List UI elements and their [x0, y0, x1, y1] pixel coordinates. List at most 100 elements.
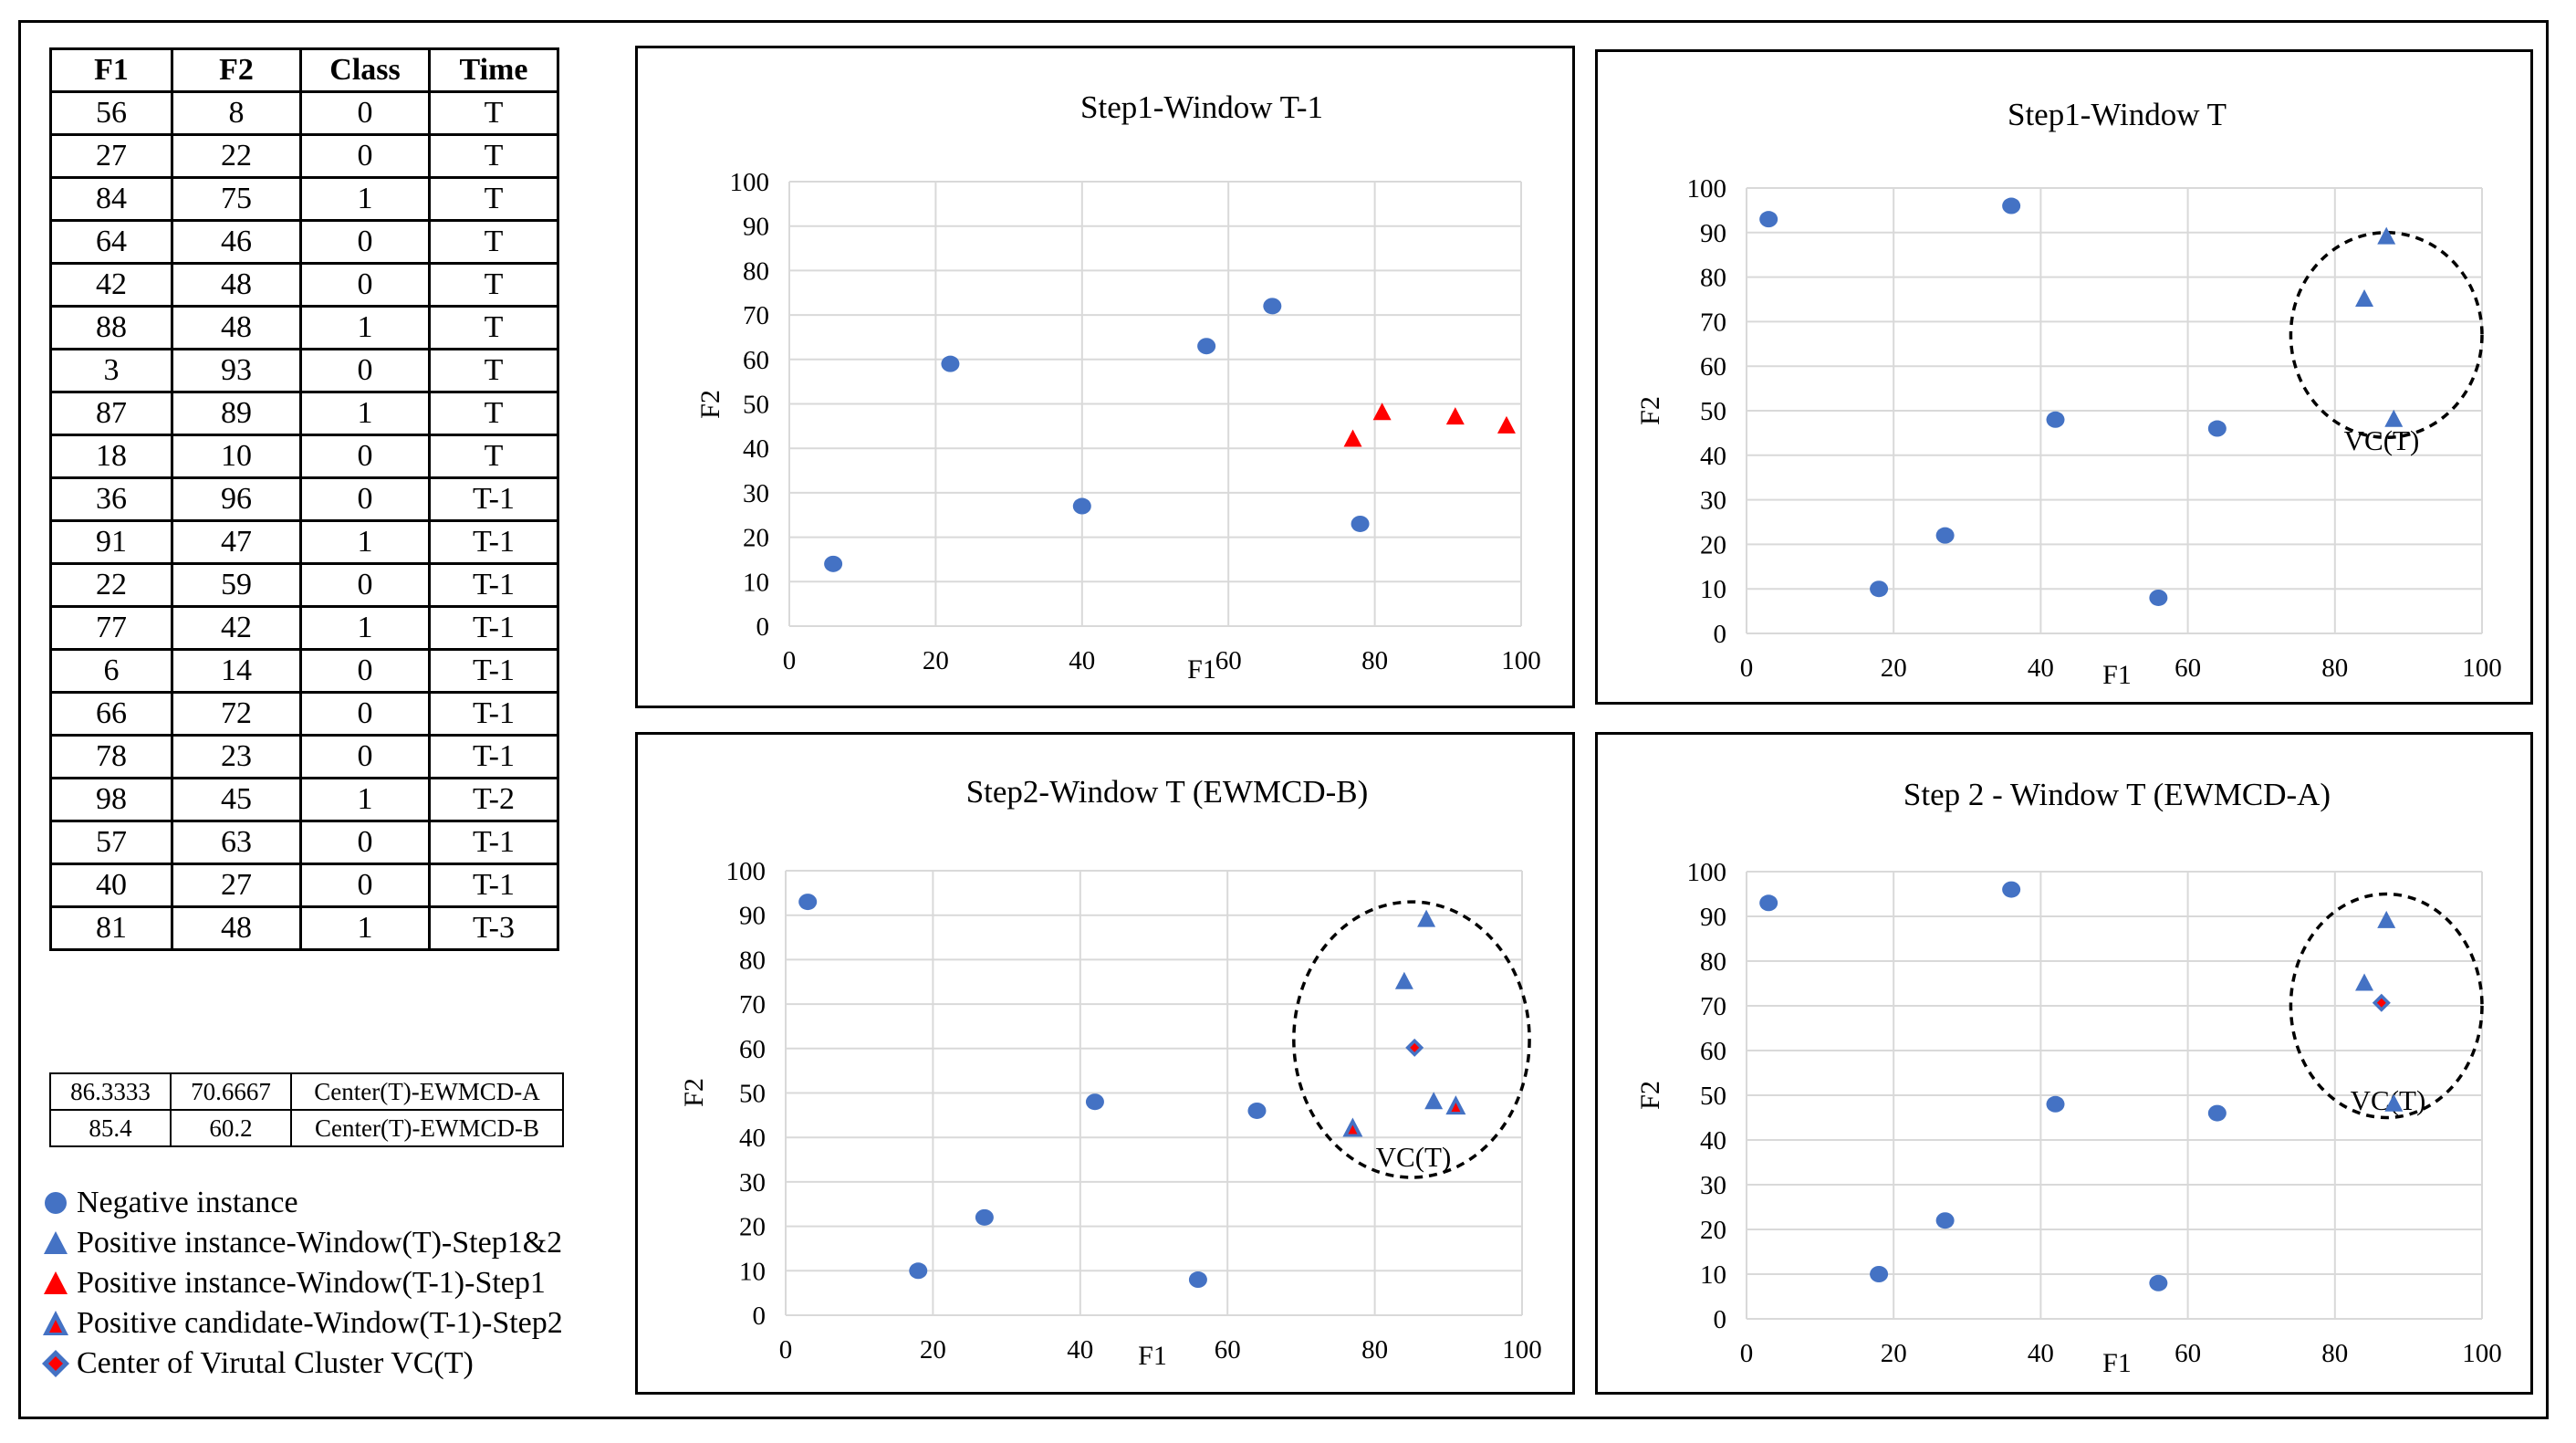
table-cell-class: 0 — [299, 262, 431, 308]
table-cell-time: T — [428, 262, 559, 308]
table-cell-class: 0 — [299, 348, 431, 393]
table-cell-f2: 23 — [171, 734, 302, 779]
table-cell-time: T — [428, 305, 559, 350]
table-cell-time: T-3 — [428, 905, 559, 951]
legend-item-negative: Negative instance — [40, 1183, 563, 1223]
y-tick-label: 80 — [1700, 947, 1726, 977]
legend-item-center: Center of Virutal Cluster VC(T) — [40, 1344, 563, 1384]
y-tick-label: 100 — [726, 857, 767, 886]
outlined-triangle-marker-icon — [43, 1311, 68, 1335]
x-tick-label: 100 — [1502, 1335, 1542, 1365]
positive-instance-point — [2377, 910, 2396, 928]
y-tick-label: 60 — [1700, 352, 1726, 382]
table-cell-class: 0 — [299, 820, 431, 865]
table-cell-f2: 47 — [171, 519, 302, 565]
negative-instance-point — [2149, 589, 2168, 606]
y-tick-label: 100 — [1687, 174, 1727, 204]
table-cell-f2: 27 — [171, 863, 302, 908]
y-tick-label: 50 — [1700, 1082, 1726, 1111]
table-cell-f2: 8 — [171, 90, 302, 136]
y-tick-label: 60 — [739, 1035, 766, 1064]
y-tick-label: 0 — [1714, 1305, 1727, 1334]
negative-instance-point — [1263, 298, 1282, 315]
x-axis-label: F1 — [2102, 1348, 2132, 1378]
table-cell-f2: 46 — [171, 219, 302, 265]
virtual-cluster-ellipse — [1292, 900, 1531, 1179]
table-cell-f1: 27 — [49, 133, 173, 179]
y-axis-label: F2 — [1635, 1081, 1665, 1110]
table-cell-f1: 81 — [49, 905, 173, 951]
table-cell-f1: 77 — [49, 605, 173, 651]
table-cell-class: 0 — [299, 434, 431, 479]
y-tick-label: 40 — [743, 434, 769, 464]
positive-instance-point — [1394, 971, 1413, 989]
cluster-center-point — [1405, 1038, 1424, 1057]
chart-panel-step1-window-t-minus-1: 0 10 20 30 40 50 60 70 80 90 100 0 20 40 60 80 100 Step1-… — [635, 46, 1575, 708]
y-tick-label: 20 — [1700, 1216, 1726, 1245]
table-cell-f1: 64 — [49, 219, 173, 265]
cluster-center-point — [2372, 993, 2391, 1012]
table-row: 84 75 1 T — [49, 176, 559, 222]
legend-label: Negative instance — [77, 1186, 298, 1219]
table-cell-time: T-1 — [428, 605, 559, 651]
negative-instance-point — [1759, 894, 1778, 912]
x-tick-label: 40 — [1067, 1335, 1093, 1365]
table-cell-class: 1 — [299, 305, 431, 350]
table-cell-f2: 14 — [171, 648, 302, 694]
y-tick-label: 70 — [743, 301, 769, 330]
y-tick-label: 0 — [756, 612, 770, 642]
table-cell-class: 0 — [299, 863, 431, 908]
negative-instance-point — [1072, 497, 1091, 515]
x-tick-label: 0 — [1740, 654, 1754, 683]
table-cell-class: 0 — [299, 562, 431, 608]
y-tick-label: 100 — [730, 168, 770, 197]
table-cell-time: T-1 — [428, 519, 559, 565]
x-tick-label: 0 — [779, 1335, 793, 1365]
y-tick-label: 0 — [753, 1302, 767, 1331]
y-tick-label: 80 — [739, 946, 766, 975]
positive-candidate-point — [1342, 1117, 1363, 1137]
y-tick-label: 10 — [1700, 1260, 1726, 1290]
negative-instance-point — [2149, 1274, 2168, 1291]
negative-instance-point — [798, 894, 818, 911]
center-b-f2: 60.2 — [170, 1109, 292, 1147]
y-tick-label: 20 — [739, 1213, 766, 1242]
table-body: 56 8 0 T 27 22 0 T 84 75 1 T 64 46 0 T 42 48 0 T 88 48 1 T 3 93 0 T… — [49, 90, 559, 951]
legend-label: Positive instance-Window(T-1)-Step1 — [77, 1266, 546, 1300]
table-row: 36 96 0 T-1 — [49, 476, 559, 522]
table-cell-f2: 42 — [171, 605, 302, 651]
positive-instance-point — [1424, 1092, 1444, 1110]
chart-panel-step2-ewmcd-a: 0 10 20 30 40 50 60 70 80 90 100 0 20 40 60 80 100 Step 2… — [1595, 732, 2533, 1395]
chart-title: Step2-Window T (EWMCD-B) — [966, 774, 1369, 810]
x-tick-label: 40 — [2028, 654, 2054, 683]
y-tick-label: 60 — [743, 346, 769, 375]
table-row: 3 93 0 T — [49, 348, 559, 393]
center-a-f1: 86.3333 — [49, 1072, 172, 1111]
y-tick-label: 20 — [1700, 530, 1726, 559]
table-cell-class: 1 — [299, 777, 431, 822]
table-header-row: F1 F2 Class Time — [49, 47, 559, 93]
x-tick-label: 0 — [1740, 1339, 1754, 1368]
y-tick-label: 90 — [739, 902, 766, 931]
table-row: 87 89 1 T — [49, 391, 559, 436]
center-b-label: Center(T)-EWMCD-B — [290, 1109, 564, 1147]
x-tick-label: 80 — [1361, 646, 1388, 675]
y-tick-label: 70 — [739, 990, 766, 1020]
negative-instance-point — [941, 355, 960, 372]
table-cell-time: T-1 — [428, 863, 559, 908]
table-cell-time: T-1 — [428, 648, 559, 694]
positive-t1-point — [1497, 415, 1516, 434]
table-cell-class: 0 — [299, 90, 431, 136]
negative-instance-point — [1085, 1093, 1104, 1111]
y-tick-label: 30 — [1700, 486, 1726, 516]
y-tick-label: 10 — [739, 1257, 766, 1286]
x-tick-label: 80 — [2321, 654, 2348, 683]
table-cell-f1: 18 — [49, 434, 173, 479]
virtual-cluster-ellipse — [2289, 231, 2484, 440]
negative-instance-point — [1935, 1212, 1955, 1229]
y-tick-label: 50 — [1700, 397, 1726, 426]
negative-instance-point — [975, 1208, 994, 1226]
table-cell-class: 0 — [299, 476, 431, 522]
positive-t1-point — [1343, 429, 1362, 447]
table-row: 91 47 1 T-1 — [49, 519, 559, 565]
